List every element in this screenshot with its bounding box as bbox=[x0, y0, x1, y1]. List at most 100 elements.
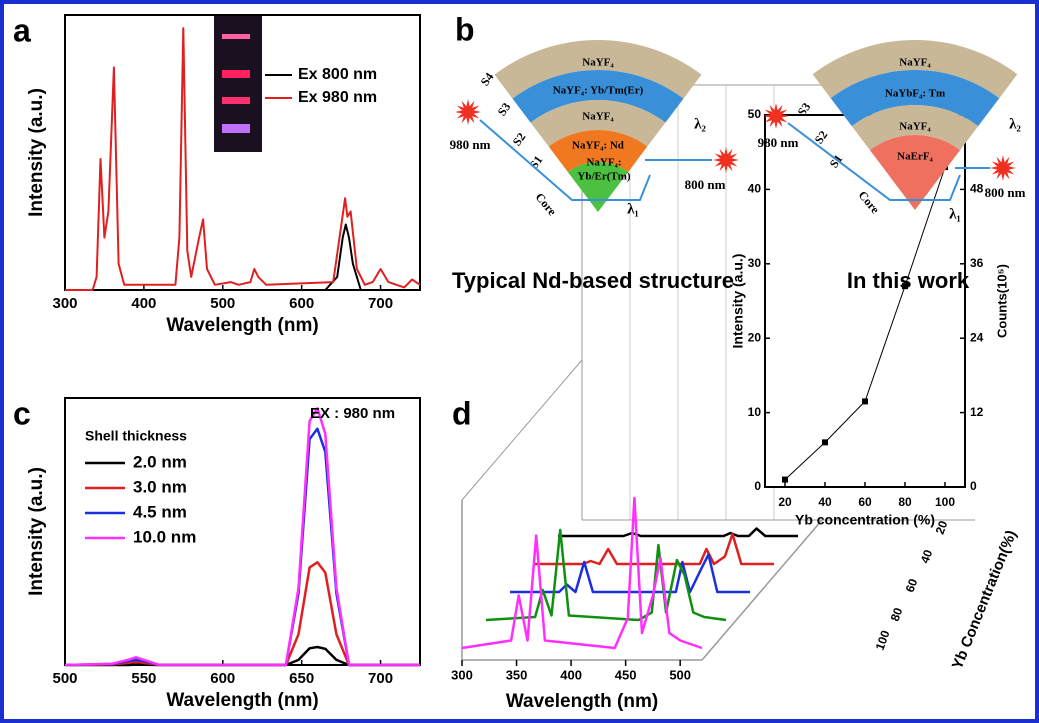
laser-star bbox=[455, 99, 481, 125]
laser-star bbox=[990, 155, 1016, 181]
panel-label: d bbox=[452, 395, 472, 431]
x-tick-label: 400 bbox=[560, 667, 582, 682]
series-line bbox=[65, 223, 420, 291]
photo-band bbox=[222, 124, 250, 133]
frame-line bbox=[461, 359, 583, 501]
shell bbox=[548, 130, 648, 173]
y-tick-label: 50 bbox=[748, 107, 762, 121]
legend-label: Ex 800 nm bbox=[298, 66, 377, 83]
panel-label: a bbox=[13, 12, 31, 48]
shell bbox=[494, 39, 702, 99]
series-line bbox=[485, 528, 727, 622]
y2-tick-label: 12 bbox=[970, 405, 984, 419]
diagram-text: NaYbF₄: Tm bbox=[885, 88, 945, 100]
frame-line bbox=[701, 519, 823, 661]
y-tick-label: 0 bbox=[754, 479, 761, 493]
x-tick-label: 400 bbox=[131, 295, 156, 312]
series-line bbox=[510, 553, 750, 594]
x-tick-label: 500 bbox=[52, 670, 77, 687]
panel-label: c bbox=[13, 395, 31, 431]
x-tick-label: 600 bbox=[289, 295, 314, 312]
series-line bbox=[65, 27, 421, 291]
series-line bbox=[558, 527, 798, 538]
x-tick-label: 40 bbox=[818, 495, 832, 509]
data-point bbox=[782, 476, 788, 483]
z-tick-label: 40 bbox=[918, 547, 936, 565]
y2-tick-label: 48 bbox=[970, 182, 984, 196]
x-tick-label: 450 bbox=[615, 667, 637, 682]
diagram-text: NaYF₄: Nd bbox=[572, 140, 624, 152]
x-tick-label: 500 bbox=[669, 667, 691, 682]
photo-band bbox=[222, 70, 250, 78]
legend-label: Ex 980 nm bbox=[298, 89, 377, 106]
annotation: EX : 980 nm bbox=[310, 405, 395, 422]
z-tick-label: 20 bbox=[933, 518, 951, 536]
series-line bbox=[461, 496, 703, 650]
legend-label: 3.0 nm bbox=[133, 477, 187, 496]
y-axis-title: Intensity (a.u.) bbox=[730, 254, 746, 349]
y2-tick-label: 0 bbox=[970, 479, 977, 493]
laser-star bbox=[763, 103, 789, 129]
x-tick-label: 500 bbox=[210, 295, 235, 312]
x-axis-title: Yb concentration (%) bbox=[795, 512, 935, 528]
series-line bbox=[65, 645, 420, 667]
diagram-text: In this work bbox=[847, 268, 970, 293]
x-tick-label: 700 bbox=[368, 295, 393, 312]
laser-star bbox=[713, 147, 739, 173]
x-axis-title: Wavelength (nm) bbox=[506, 691, 658, 712]
data-point bbox=[822, 439, 828, 446]
shell bbox=[812, 39, 1018, 99]
shell bbox=[512, 69, 684, 123]
series-line bbox=[64, 407, 420, 667]
panel-label: b bbox=[455, 11, 475, 47]
x-tick-label: 80 bbox=[898, 495, 912, 509]
series-line bbox=[64, 561, 420, 667]
diagram-text: NaErF₄ bbox=[897, 151, 933, 163]
x-tick-label: 60 bbox=[858, 495, 872, 509]
x-tick-label: 300 bbox=[52, 295, 77, 312]
shell bbox=[567, 162, 629, 212]
shell bbox=[869, 135, 961, 210]
y-tick-label: 30 bbox=[748, 256, 762, 270]
x-tick-label: 100 bbox=[935, 495, 955, 509]
arrow bbox=[479, 119, 651, 201]
x-tick-label: 20 bbox=[778, 495, 792, 509]
x-tick-label: 350 bbox=[506, 667, 528, 682]
legend-label: 4.5 nm bbox=[133, 502, 187, 521]
x-tick-label: 600 bbox=[210, 670, 235, 687]
shell bbox=[830, 69, 1000, 127]
x-tick-label: 300 bbox=[451, 667, 473, 682]
diagram-text: NaYF₄ bbox=[899, 121, 931, 133]
y-tick-label: 10 bbox=[748, 405, 762, 419]
legend-label: 2.0 nm bbox=[133, 452, 187, 471]
legend-label: 10.0 nm bbox=[133, 527, 196, 546]
x-tick-label: 700 bbox=[368, 670, 393, 687]
shell bbox=[851, 104, 979, 151]
legend-title: Shell thickness bbox=[85, 428, 187, 444]
diagram-text: NaYF₄ bbox=[582, 111, 614, 123]
diagram-text: 800 nm bbox=[985, 185, 1026, 200]
diagram-text: 800 nm bbox=[685, 177, 726, 192]
data-point bbox=[902, 283, 908, 290]
diagram-text: λ₂ bbox=[694, 116, 706, 132]
shell bbox=[530, 100, 666, 147]
diagram-text: NaYF₄ bbox=[899, 57, 931, 69]
diagram-text: λ₁ bbox=[949, 206, 961, 222]
y-tick-label: 20 bbox=[748, 330, 762, 344]
x-tick-label: 650 bbox=[289, 670, 314, 687]
diagram-text: Yb/Er(Tm) bbox=[577, 171, 631, 183]
diagram-text: 980 nm bbox=[450, 137, 491, 152]
diagram-text: Typical Nd-based structure bbox=[452, 268, 734, 293]
data-point bbox=[862, 398, 868, 405]
y2-tick-label: 24 bbox=[970, 330, 984, 344]
diagram-text: NaYF₄ bbox=[582, 57, 614, 69]
diagram-text: NaYF₄: bbox=[586, 157, 621, 169]
y-axis-title: Intensity (a.u.) bbox=[26, 467, 47, 596]
diagram-text: λ₁ bbox=[627, 201, 639, 217]
photo-band bbox=[222, 34, 250, 39]
z-tick-label: 60 bbox=[903, 576, 921, 594]
photo-band bbox=[222, 97, 250, 104]
arrow bbox=[787, 122, 961, 201]
diagram-text: 980 nm bbox=[758, 135, 799, 150]
